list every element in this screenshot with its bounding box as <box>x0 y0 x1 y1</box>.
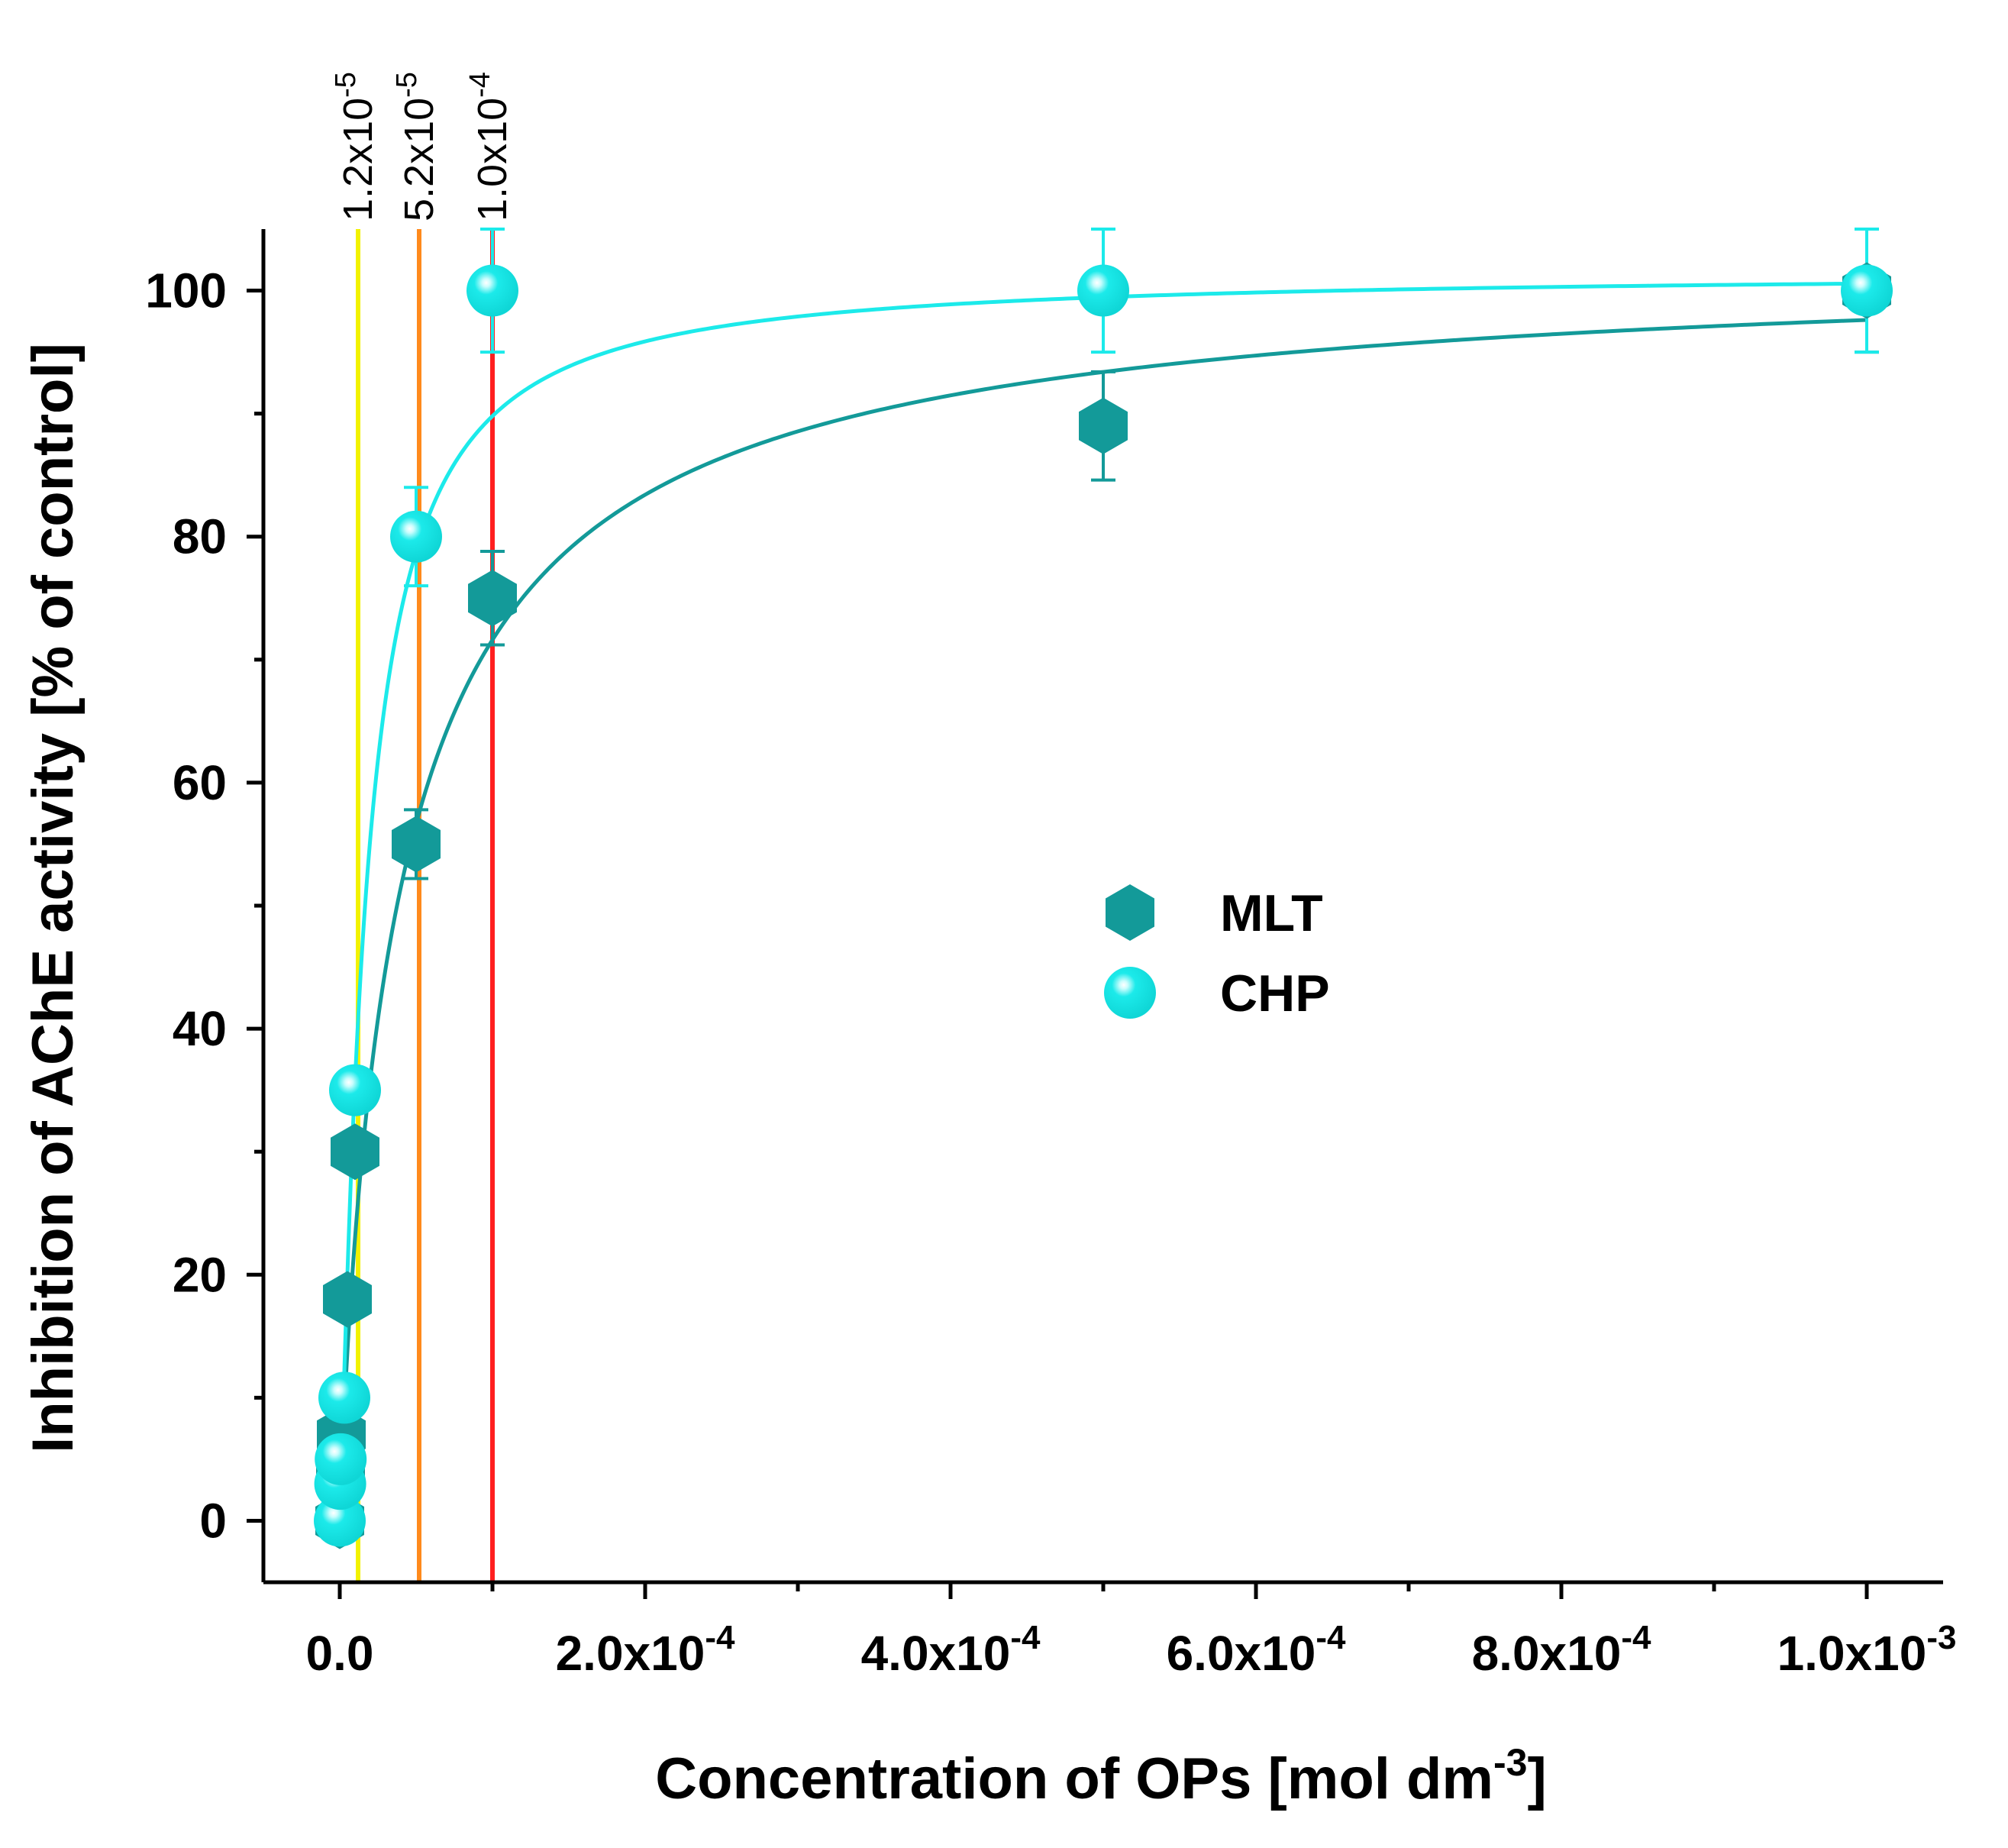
fit-curve-mlt <box>337 318 1868 1517</box>
x-tick-label: 6.0x10-4 <box>1167 1619 1346 1681</box>
x-tick-label-mantissa: 2.0x10 <box>556 1626 705 1681</box>
data-point-chp <box>329 1064 381 1116</box>
x-tick-label: 4.0x10-4 <box>861 1619 1041 1681</box>
y-tick-label: 20 <box>173 1247 227 1302</box>
reference-line-label-exponent: -4 <box>464 72 496 98</box>
legend: MLT CHP <box>1104 884 1330 1023</box>
y-tick-label: 80 <box>173 509 227 564</box>
data-point-chp <box>315 1433 367 1485</box>
x-tick-label-mantissa: 4.0x10 <box>861 1626 1011 1681</box>
legend-label-mlt: MLT <box>1220 884 1323 942</box>
data-point-mlt <box>392 816 441 873</box>
x-tick-label-exponent: -4 <box>1010 1619 1041 1656</box>
tick-labels: 0.0 2.0x10-4 4.0x10-4 6.0x10-4 8.0x10-4 1.0x1… <box>145 263 1956 1681</box>
axis-titles: Concentration of OPs [mol dm-3] Inhibiti… <box>21 343 1547 1811</box>
data-point-mlt <box>468 570 517 627</box>
reference-line-label: 5.2x10-5 <box>391 72 442 221</box>
y-axis-title: Inhibition of AChE activity [% of contro… <box>21 343 86 1453</box>
legend-marker-mlt <box>1106 884 1154 941</box>
reference-line-label-mantissa: 5.2x10 <box>396 98 442 221</box>
fit-curves <box>337 281 1868 1520</box>
x-tick-label-mantissa: 0.0 <box>306 1626 374 1681</box>
y-tick-label: 100 <box>145 263 227 318</box>
x-tick-label-exponent: -4 <box>705 1619 735 1656</box>
data-point-chp <box>318 1371 370 1424</box>
reference-lines: 1.2x10-55.2x10-51.0x10-4 <box>330 72 515 1582</box>
x-tick-label-mantissa: 1.0x10 <box>1777 1626 1927 1681</box>
x-tick-label-exponent: -4 <box>1621 1619 1651 1656</box>
reference-line-label-exponent: -5 <box>330 72 362 98</box>
data-point-chp <box>1077 264 1129 317</box>
y-tick-label: 40 <box>173 1001 227 1056</box>
fit-curve-chp <box>337 281 1868 1520</box>
axes <box>247 229 1943 1599</box>
x-tick-label-exponent: -3 <box>1926 1619 1956 1656</box>
data-point-chp <box>390 510 442 563</box>
x-axis-title: Concentration of OPs [mol dm-3] <box>655 1741 1547 1811</box>
reference-line-label-mantissa: 1.0x10 <box>470 98 515 221</box>
y-tick-label: 0 <box>199 1493 227 1548</box>
x-tick-label: 1.0x10-3 <box>1777 1619 1957 1681</box>
data-point-mlt <box>323 1271 372 1328</box>
reference-line-label: 1.0x10-4 <box>464 72 515 221</box>
reference-line-label: 1.2x10-5 <box>330 72 381 221</box>
x-tick-label-exponent: -4 <box>1316 1619 1346 1656</box>
data-point-mlt <box>331 1123 379 1181</box>
x-tick-label: 2.0x10-4 <box>556 1619 735 1681</box>
data-points <box>314 262 1893 1549</box>
data-point-mlt <box>1079 397 1128 454</box>
y-tick-label: 60 <box>173 755 227 810</box>
data-point-chp <box>466 264 518 317</box>
x-tick-label: 0.0 <box>306 1626 374 1681</box>
x-tick-label: 8.0x10-4 <box>1472 1619 1651 1681</box>
data-point-chp <box>314 1494 366 1547</box>
x-tick-label-mantissa: 8.0x10 <box>1472 1626 1622 1681</box>
reference-line-label-exponent: -5 <box>391 72 423 98</box>
reference-line-label-mantissa: 1.2x10 <box>335 98 381 221</box>
data-point-chp <box>1841 264 1893 317</box>
legend-marker-chp <box>1104 967 1156 1019</box>
legend-label-chp: CHP <box>1220 964 1330 1023</box>
x-tick-label-mantissa: 6.0x10 <box>1167 1626 1316 1681</box>
